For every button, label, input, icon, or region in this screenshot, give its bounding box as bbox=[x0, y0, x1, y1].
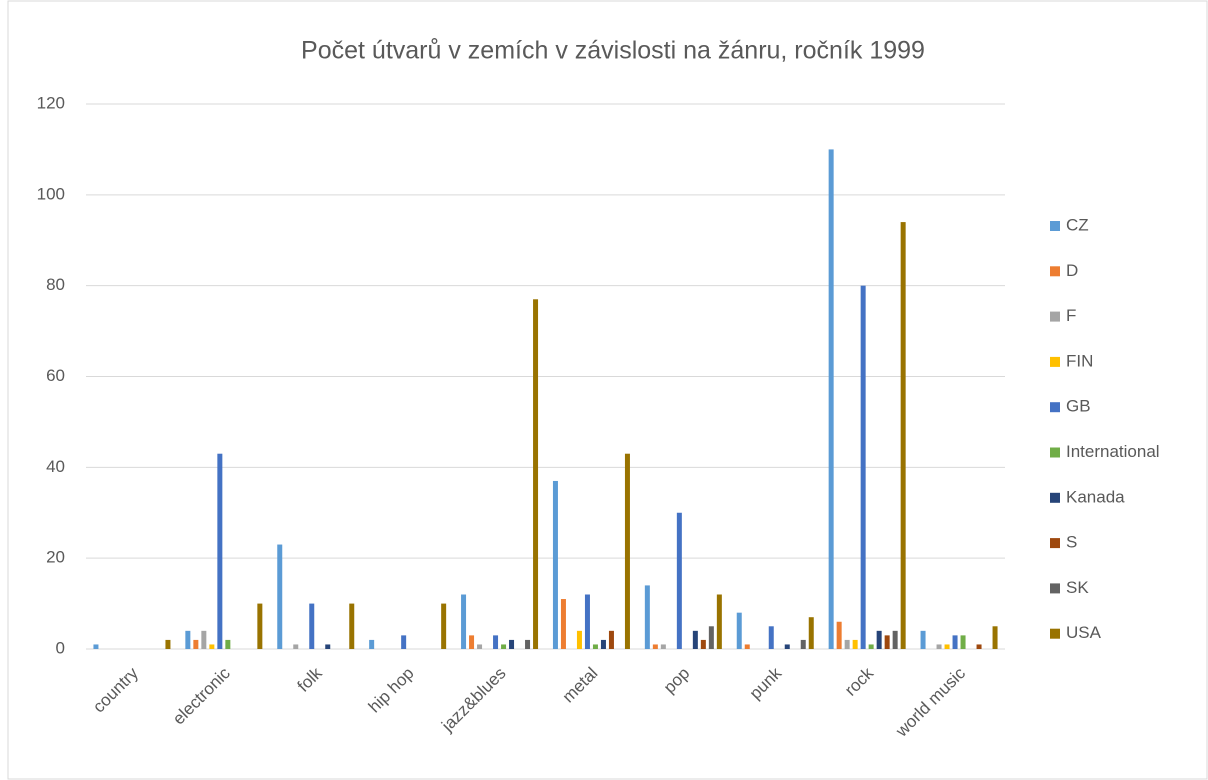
bar bbox=[293, 644, 299, 649]
bar bbox=[700, 639, 706, 649]
y-tick-label: 120 bbox=[37, 93, 65, 112]
legend-swatch bbox=[1050, 356, 1060, 367]
bar bbox=[493, 635, 499, 649]
bar bbox=[592, 644, 598, 649]
bar bbox=[960, 635, 966, 649]
bar bbox=[560, 599, 566, 649]
bar bbox=[525, 639, 531, 649]
bar bbox=[309, 603, 315, 649]
legend-swatch bbox=[1050, 628, 1060, 639]
bar bbox=[936, 644, 942, 649]
legend-swatch bbox=[1050, 221, 1060, 231]
bar bbox=[509, 639, 515, 649]
y-tick-label: 80 bbox=[46, 275, 65, 294]
legend-label: USA bbox=[1066, 623, 1102, 642]
bar bbox=[708, 626, 714, 649]
legend-swatch bbox=[1050, 311, 1060, 322]
bar bbox=[624, 453, 630, 649]
legend-swatch bbox=[1050, 447, 1060, 458]
bar bbox=[217, 453, 223, 649]
bar bbox=[93, 644, 99, 649]
bar bbox=[461, 594, 467, 649]
bar bbox=[349, 603, 355, 649]
bar bbox=[876, 630, 882, 649]
bar bbox=[800, 639, 806, 649]
legend-label: SK bbox=[1066, 578, 1089, 597]
bar bbox=[992, 626, 998, 649]
bar bbox=[501, 644, 507, 649]
bar bbox=[976, 644, 982, 649]
legend-swatch bbox=[1050, 538, 1060, 549]
bar bbox=[860, 285, 866, 649]
bar bbox=[920, 630, 926, 649]
bar bbox=[808, 617, 814, 649]
chart-title: Počet útvarů v zemích v závislosti na žá… bbox=[301, 37, 925, 65]
legend-swatch bbox=[1050, 402, 1060, 413]
legend-label: FIN bbox=[1066, 351, 1093, 370]
y-tick-label: 0 bbox=[56, 638, 65, 657]
legend-label: D bbox=[1066, 261, 1078, 280]
bar bbox=[660, 644, 666, 649]
y-tick-label: 40 bbox=[46, 457, 65, 476]
bar bbox=[469, 635, 475, 649]
bar bbox=[944, 644, 950, 649]
bar bbox=[836, 621, 842, 649]
bar bbox=[952, 635, 958, 649]
bar bbox=[193, 639, 199, 649]
legend-label: GB bbox=[1066, 397, 1091, 416]
legend-label: S bbox=[1066, 533, 1077, 552]
bar bbox=[369, 639, 375, 649]
legend-label: CZ bbox=[1066, 215, 1089, 234]
bar bbox=[608, 630, 614, 649]
legend-label: F bbox=[1066, 306, 1076, 325]
bar bbox=[584, 594, 590, 649]
bar bbox=[716, 594, 722, 649]
bar bbox=[868, 644, 874, 649]
bar bbox=[401, 635, 407, 649]
bar bbox=[900, 222, 906, 650]
bar bbox=[576, 630, 582, 649]
bar bbox=[768, 626, 774, 649]
bar bbox=[225, 639, 231, 649]
y-tick-label: 20 bbox=[46, 548, 65, 567]
legend-label: Kanada bbox=[1066, 487, 1125, 506]
bar bbox=[477, 644, 483, 649]
bar bbox=[533, 299, 539, 649]
legend-swatch bbox=[1050, 583, 1060, 594]
bar bbox=[652, 644, 658, 649]
bar bbox=[552, 480, 558, 649]
legend-label: International bbox=[1066, 442, 1160, 461]
bar bbox=[784, 644, 790, 649]
y-tick-label: 100 bbox=[37, 184, 65, 203]
bar bbox=[644, 585, 650, 649]
bar bbox=[165, 639, 171, 649]
bar bbox=[325, 644, 331, 649]
bar bbox=[201, 630, 207, 649]
bar bbox=[209, 644, 215, 649]
legend-swatch bbox=[1050, 266, 1060, 277]
bar bbox=[257, 603, 263, 649]
bar bbox=[277, 544, 283, 649]
bar bbox=[185, 630, 191, 649]
bar bbox=[676, 512, 682, 649]
y-tick-label: 60 bbox=[46, 366, 65, 385]
bar bbox=[844, 639, 850, 649]
bar bbox=[892, 630, 898, 649]
legend-swatch bbox=[1050, 492, 1060, 503]
bar bbox=[600, 639, 606, 649]
bar bbox=[828, 149, 834, 649]
bar bbox=[692, 630, 698, 649]
bar bbox=[852, 639, 858, 649]
bar bbox=[744, 644, 750, 649]
bar bbox=[441, 603, 447, 649]
chart-frame bbox=[7, 0, 1208, 780]
bar bbox=[736, 612, 742, 649]
bar bbox=[884, 635, 890, 649]
